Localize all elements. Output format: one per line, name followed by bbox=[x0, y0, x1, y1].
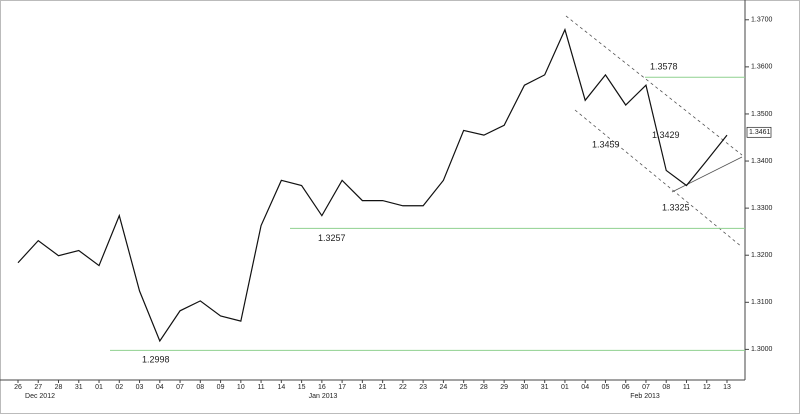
y-tick-label: 1.3700 bbox=[751, 17, 773, 24]
x-tick-label: 24 bbox=[440, 384, 448, 391]
annotation: 1.3578 bbox=[650, 62, 678, 72]
x-tick-label: 04 bbox=[581, 384, 589, 391]
y-tick-label: 1.3200 bbox=[751, 252, 773, 259]
annotation: 1.3459 bbox=[592, 140, 620, 150]
y-tick-label: 1.3500 bbox=[751, 111, 773, 118]
x-tick-label: 18 bbox=[358, 384, 366, 391]
y-tick-label: 1.3400 bbox=[751, 158, 773, 165]
y-tick-label: 1.3300 bbox=[751, 205, 773, 212]
last-price-box bbox=[746, 126, 772, 138]
x-tick-label: 31 bbox=[75, 384, 83, 391]
price-line bbox=[17, 27, 728, 343]
last-price: 1.3461 bbox=[749, 129, 771, 136]
x-tick-label: 08 bbox=[196, 384, 204, 391]
x-tick-label: 01 bbox=[561, 384, 569, 391]
x-tick-label: 01 bbox=[95, 384, 103, 391]
x-tick-label: 11 bbox=[257, 384, 264, 391]
x-tick-label: 03 bbox=[136, 384, 144, 391]
x-tick-label: 07 bbox=[642, 384, 650, 391]
month-label: Dec 2012 bbox=[25, 393, 55, 400]
x-tick-label: 04 bbox=[156, 384, 164, 391]
y-tick-label: 1.3600 bbox=[751, 64, 773, 71]
x-tick-label: 17 bbox=[338, 384, 346, 391]
x-tick-label: 21 bbox=[379, 384, 387, 391]
x-tick-label: 14 bbox=[277, 384, 285, 391]
x-tick-label: 27 bbox=[34, 384, 42, 391]
x-tick-label: 02 bbox=[115, 384, 123, 391]
x-tick-label: 10 bbox=[237, 384, 245, 391]
annotation: 1.3325 bbox=[662, 203, 690, 213]
x-tick-label: 06 bbox=[622, 384, 630, 391]
month-label: Jan 2013 bbox=[309, 393, 338, 400]
x-tick-label: 13 bbox=[723, 384, 731, 391]
x-tick-label: 22 bbox=[399, 384, 407, 391]
x-tick-label: 05 bbox=[602, 384, 610, 391]
channel bbox=[565, 15, 743, 248]
x-tick-label: 26 bbox=[14, 384, 22, 391]
annotation: 1.3257 bbox=[318, 233, 346, 243]
x-tick-label: 28 bbox=[55, 384, 63, 391]
x-tick-label: 11 bbox=[683, 384, 690, 391]
x-tick-label: 31 bbox=[541, 384, 549, 391]
annotation: 1.2998 bbox=[142, 355, 170, 365]
x-tick-label: 15 bbox=[298, 384, 306, 391]
x-tick-label: 30 bbox=[521, 384, 529, 391]
month-label: Feb 2013 bbox=[630, 393, 660, 400]
x-tick-label: 25 bbox=[460, 384, 468, 391]
annotation: 1.3429 bbox=[652, 130, 680, 140]
x-tick-label: 23 bbox=[419, 384, 427, 391]
y-tick-label: 1.3100 bbox=[751, 299, 773, 306]
x-tick-label: 12 bbox=[703, 384, 711, 391]
x-tick-label: 07 bbox=[176, 384, 184, 391]
x-tick-label: 09 bbox=[217, 384, 225, 391]
x-tick-label: 29 bbox=[500, 384, 508, 391]
y-tick-label: 1.3000 bbox=[751, 346, 773, 353]
x-tick-label: 08 bbox=[662, 384, 670, 391]
x-tick-label: 28 bbox=[480, 384, 488, 391]
x-tick-label: 16 bbox=[318, 384, 326, 391]
